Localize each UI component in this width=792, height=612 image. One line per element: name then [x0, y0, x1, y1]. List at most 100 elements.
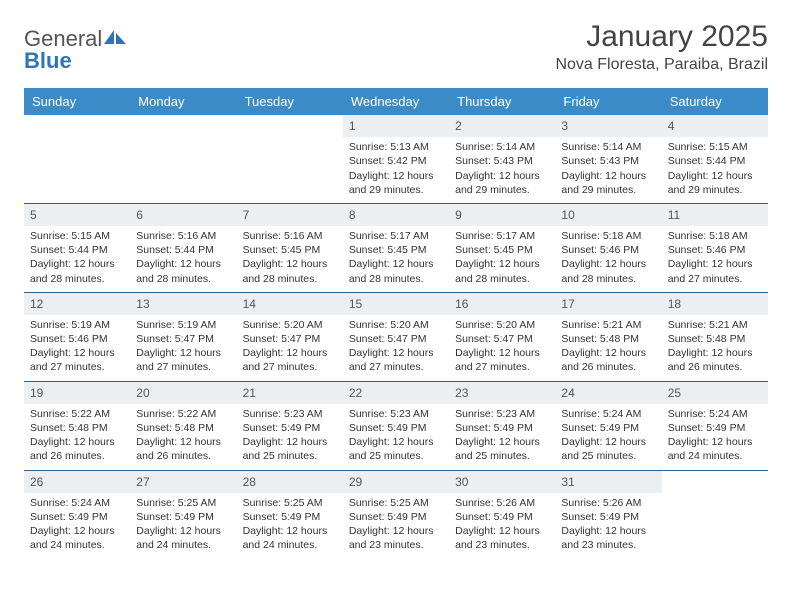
day-details: Sunrise: 5:24 AMSunset: 5:49 PMDaylight:… [668, 407, 762, 464]
month-title: January 2025 [555, 20, 768, 54]
weekday-header: Sunday [24, 88, 130, 115]
calendar-day-cell: 18 Sunrise: 5:21 AMSunset: 5:48 PMDayligh… [662, 292, 768, 381]
day-details: Sunrise: 5:24 AMSunset: 5:49 PMDaylight:… [30, 496, 124, 553]
calendar-day-cell: 15 Sunrise: 5:20 AMSunset: 5:47 PMDayligh… [343, 292, 449, 381]
day-details: Sunrise: 5:17 AMSunset: 5:45 PMDaylight:… [455, 229, 549, 286]
calendar-week-row: 19Sunrise: 5:22 AMSunset: 5:48 PMDayligh… [24, 381, 768, 470]
day-number: 31 [555, 471, 661, 493]
calendar-day-cell: 22 Sunrise: 5:23 AMSunset: 5:49 PMDayligh… [343, 381, 449, 470]
calendar-day-cell: 13Sunrise: 5:19 AMSunset: 5:47 PMDayligh… [130, 292, 236, 381]
day-number: 27 [130, 471, 236, 493]
day-number: 26 [24, 471, 130, 493]
calendar-day-cell: 21 Sunrise: 5:23 AMSunset: 5:49 PMDayligh… [237, 381, 343, 470]
calendar-day-cell: 19Sunrise: 5:22 AMSunset: 5:48 PMDayligh… [24, 381, 130, 470]
calendar-day-cell [237, 115, 343, 203]
calendar-day-cell: 2 Sunrise: 5:14 AMSunset: 5:43 PMDaylight… [449, 115, 555, 203]
day-number: 22 [343, 382, 449, 404]
day-details: Sunrise: 5:26 AMSunset: 5:49 PMDaylight:… [561, 496, 655, 553]
weekday-header: Friday [555, 88, 661, 115]
day-number: 9 [449, 204, 555, 226]
day-number: 25 [662, 382, 768, 404]
day-number: 16 [449, 293, 555, 315]
calendar-table: Sunday Monday Tuesday Wednesday Thursday… [24, 88, 768, 558]
day-details: Sunrise: 5:16 AMSunset: 5:44 PMDaylight:… [136, 229, 230, 286]
weekday-header: Tuesday [237, 88, 343, 115]
weekday-header: Saturday [662, 88, 768, 115]
day-details: Sunrise: 5:26 AMSunset: 5:49 PMDaylight:… [455, 496, 549, 553]
calendar-day-cell: 10 Sunrise: 5:18 AMSunset: 5:46 PMDayligh… [555, 203, 661, 292]
day-number: 10 [555, 204, 661, 226]
day-details: Sunrise: 5:15 AMSunset: 5:44 PMDaylight:… [668, 140, 762, 197]
day-number: 8 [343, 204, 449, 226]
calendar-day-cell: 6 Sunrise: 5:16 AMSunset: 5:44 PMDaylight… [130, 203, 236, 292]
day-details: Sunrise: 5:23 AMSunset: 5:49 PMDaylight:… [243, 407, 337, 464]
calendar-day-cell: 27 Sunrise: 5:25 AMSunset: 5:49 PMDayligh… [130, 470, 236, 558]
calendar-day-cell: 4 Sunrise: 5:15 AMSunset: 5:44 PMDaylight… [662, 115, 768, 203]
day-details: Sunrise: 5:20 AMSunset: 5:47 PMDaylight:… [243, 318, 337, 375]
calendar-day-cell: 29Sunrise: 5:25 AMSunset: 5:49 PMDayligh… [343, 470, 449, 558]
day-number: 24 [555, 382, 661, 404]
location-text: Nova Floresta, Paraiba, Brazil [555, 56, 768, 74]
calendar-day-cell: 24 Sunrise: 5:24 AMSunset: 5:49 PMDayligh… [555, 381, 661, 470]
calendar-week-row: 1 Sunrise: 5:13 AMSunset: 5:42 PMDaylight… [24, 115, 768, 203]
calendar-day-cell: 8 Sunrise: 5:17 AMSunset: 5:45 PMDaylight… [343, 203, 449, 292]
day-number: 20 [130, 382, 236, 404]
calendar-day-cell [130, 115, 236, 203]
calendar-week-row: 26 Sunrise: 5:24 AMSunset: 5:49 PMDayligh… [24, 470, 768, 558]
day-number: 13 [130, 293, 236, 315]
day-number: 21 [237, 382, 343, 404]
calendar-day-cell: 7Sunrise: 5:16 AMSunset: 5:45 PMDaylight… [237, 203, 343, 292]
day-details: Sunrise: 5:25 AMSunset: 5:49 PMDaylight:… [136, 496, 230, 553]
day-number: 6 [130, 204, 236, 226]
day-details: Sunrise: 5:14 AMSunset: 5:43 PMDaylight:… [561, 140, 655, 197]
calendar-day-cell: 31 Sunrise: 5:26 AMSunset: 5:49 PMDayligh… [555, 470, 661, 558]
day-number: 29 [343, 471, 449, 493]
weekday-header: Wednesday [343, 88, 449, 115]
day-number: 28 [237, 471, 343, 493]
calendar-week-row: 5 Sunrise: 5:15 AMSunset: 5:44 PMDaylight… [24, 203, 768, 292]
day-details: Sunrise: 5:21 AMSunset: 5:48 PMDaylight:… [668, 318, 762, 375]
calendar-day-cell: 17Sunrise: 5:21 AMSunset: 5:48 PMDayligh… [555, 292, 661, 381]
weekday-header-row: Sunday Monday Tuesday Wednesday Thursday… [24, 88, 768, 115]
calendar-day-cell: 1 Sunrise: 5:13 AMSunset: 5:42 PMDaylight… [343, 115, 449, 203]
day-number: 30 [449, 471, 555, 493]
title-block: January 2025 Nova Floresta, Paraiba, Bra… [555, 20, 768, 74]
day-number: 18 [662, 293, 768, 315]
calendar-week-row: 12Sunrise: 5:19 AMSunset: 5:46 PMDayligh… [24, 292, 768, 381]
day-number: 14 [237, 293, 343, 315]
day-details: Sunrise: 5:24 AMSunset: 5:49 PMDaylight:… [561, 407, 655, 464]
day-details: Sunrise: 5:20 AMSunset: 5:47 PMDaylight:… [349, 318, 443, 375]
calendar-day-cell: 30 Sunrise: 5:26 AMSunset: 5:49 PMDayligh… [449, 470, 555, 558]
day-details: Sunrise: 5:15 AMSunset: 5:44 PMDaylight:… [30, 229, 124, 286]
day-number: 12 [24, 293, 130, 315]
day-number: 15 [343, 293, 449, 315]
day-number: 17 [555, 293, 661, 315]
day-details: Sunrise: 5:17 AMSunset: 5:45 PMDaylight:… [349, 229, 443, 286]
day-number: 2 [449, 115, 555, 137]
logo-sail-icon [104, 28, 126, 51]
calendar-day-cell: 9 Sunrise: 5:17 AMSunset: 5:45 PMDaylight… [449, 203, 555, 292]
calendar-day-cell: 26 Sunrise: 5:24 AMSunset: 5:49 PMDayligh… [24, 470, 130, 558]
day-number: 3 [555, 115, 661, 137]
calendar-day-cell: 14 Sunrise: 5:20 AMSunset: 5:47 PMDayligh… [237, 292, 343, 381]
calendar-day-cell: 28 Sunrise: 5:25 AMSunset: 5:49 PMDayligh… [237, 470, 343, 558]
day-details: Sunrise: 5:18 AMSunset: 5:46 PMDaylight:… [561, 229, 655, 286]
calendar-day-cell: 5 Sunrise: 5:15 AMSunset: 5:44 PMDaylight… [24, 203, 130, 292]
day-details: Sunrise: 5:18 AMSunset: 5:46 PMDaylight:… [668, 229, 762, 286]
day-details: Sunrise: 5:16 AMSunset: 5:45 PMDaylight:… [243, 229, 337, 286]
calendar-day-cell: 23 Sunrise: 5:23 AMSunset: 5:49 PMDayligh… [449, 381, 555, 470]
day-details: Sunrise: 5:23 AMSunset: 5:49 PMDaylight:… [349, 407, 443, 464]
day-number: 1 [343, 115, 449, 137]
day-number: 4 [662, 115, 768, 137]
day-details: Sunrise: 5:14 AMSunset: 5:43 PMDaylight:… [455, 140, 549, 197]
day-details: Sunrise: 5:13 AMSunset: 5:42 PMDaylight:… [349, 140, 443, 197]
day-number: 5 [24, 204, 130, 226]
calendar-day-cell: 3 Sunrise: 5:14 AMSunset: 5:43 PMDaylight… [555, 115, 661, 203]
day-number: 23 [449, 382, 555, 404]
calendar-day-cell: 25 Sunrise: 5:24 AMSunset: 5:49 PMDayligh… [662, 381, 768, 470]
day-number: 11 [662, 204, 768, 226]
day-details: Sunrise: 5:23 AMSunset: 5:49 PMDaylight:… [455, 407, 549, 464]
calendar-day-cell: 16Sunrise: 5:20 AMSunset: 5:47 PMDayligh… [449, 292, 555, 381]
calendar-day-cell: 20Sunrise: 5:22 AMSunset: 5:48 PMDayligh… [130, 381, 236, 470]
day-details: Sunrise: 5:25 AMSunset: 5:49 PMDaylight:… [243, 496, 337, 553]
